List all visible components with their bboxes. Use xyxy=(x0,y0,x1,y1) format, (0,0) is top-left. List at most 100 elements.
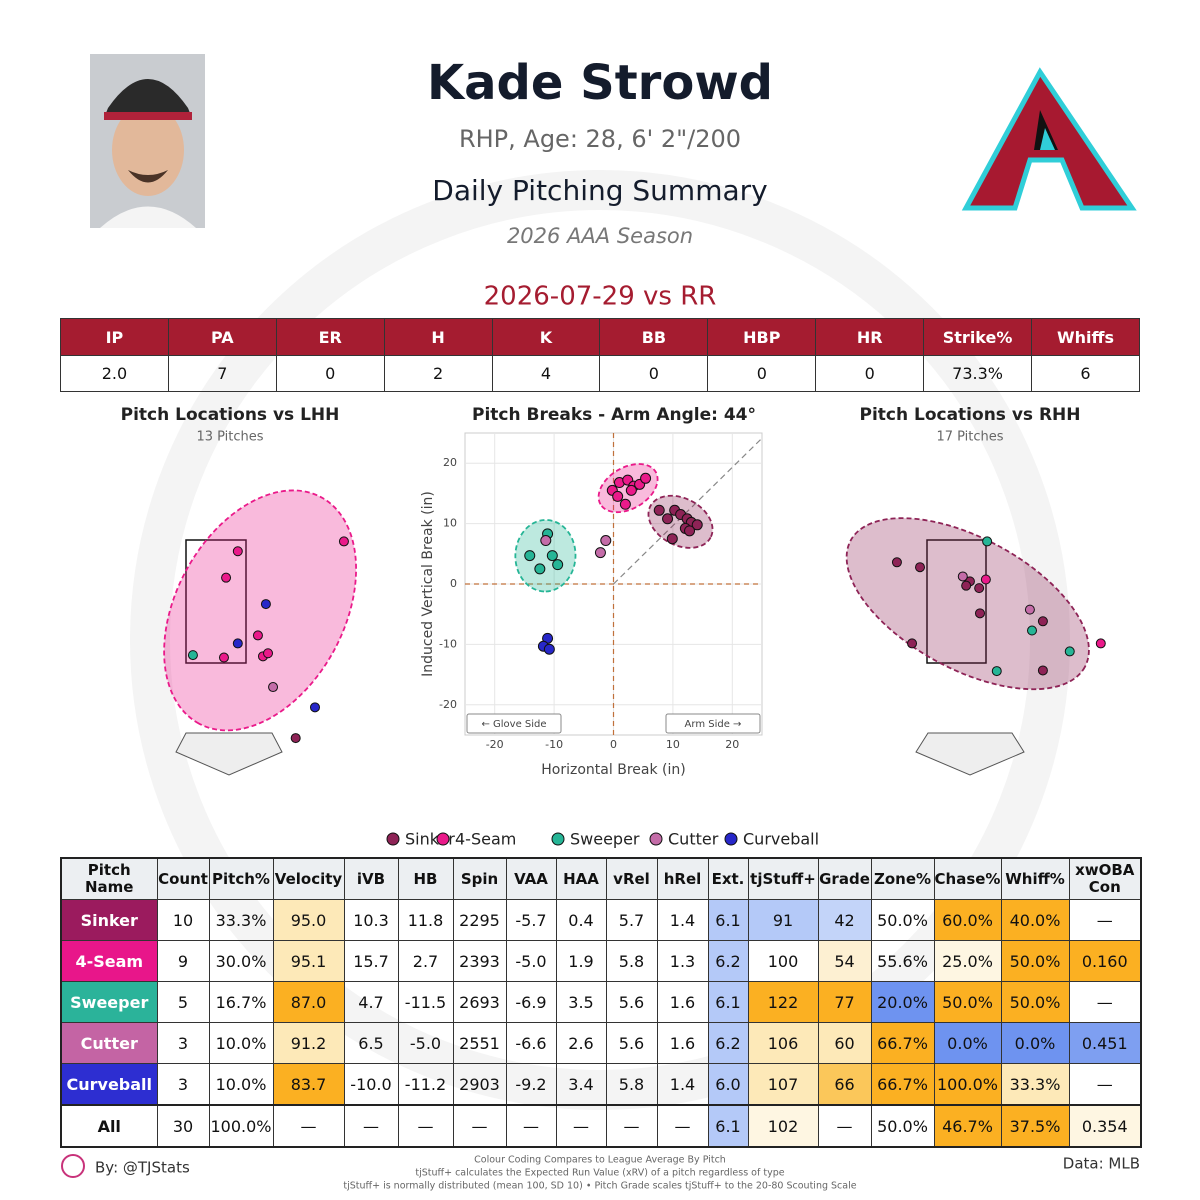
table-cell: 0 xyxy=(275,355,385,392)
pitch-point xyxy=(218,652,229,663)
table-cell: 5.8 xyxy=(605,1063,658,1106)
table-row: 2.0 7 0 2 4 0 0 0 73.3% 6 xyxy=(60,355,1140,392)
pitch-point xyxy=(534,563,546,575)
pitch-point xyxy=(268,682,279,693)
table-cell: 30.0% xyxy=(208,940,274,982)
table-cell: 6.2 xyxy=(707,940,749,982)
pitch-point xyxy=(625,484,637,496)
table-cell: 0.160 xyxy=(1068,940,1142,982)
pitch-point xyxy=(552,559,564,571)
x-axis-label: Horizontal Break (in) xyxy=(541,762,685,778)
table-cell: 1.4 xyxy=(656,899,709,941)
column-header: IP xyxy=(60,318,169,356)
table-cell: 6.1 xyxy=(707,981,749,1023)
column-header: BB xyxy=(599,318,709,356)
table-cell: 15.7 xyxy=(343,940,399,982)
table-cell: 66 xyxy=(817,1063,872,1106)
column-header: K xyxy=(491,318,601,356)
table-cell: 0.354 xyxy=(1068,1104,1142,1148)
legend-label: Cutter xyxy=(668,830,719,849)
pitch-point xyxy=(653,504,665,516)
column-header: Whiff% xyxy=(1000,857,1070,900)
table-cell: 100 xyxy=(747,940,819,982)
table-cell: 3.5 xyxy=(555,981,607,1023)
table-cell: 91.2 xyxy=(272,1022,345,1064)
pitch-point xyxy=(662,513,674,525)
pitch-point xyxy=(974,583,985,594)
pitch-point xyxy=(1024,604,1035,615)
table-cell: 0.0% xyxy=(933,1022,1002,1064)
pitch-point xyxy=(338,536,349,547)
column-header: HAA xyxy=(555,857,607,900)
x-tick-label: -10 xyxy=(545,738,563,751)
pitch-point xyxy=(619,498,631,510)
table-cell: 2.0 xyxy=(60,355,169,392)
confidence-ellipse xyxy=(514,519,577,593)
x-tick-label: 20 xyxy=(725,738,739,751)
chart-title: Pitch Breaks - Arm Angle: 44° xyxy=(472,405,756,425)
table-cell: 37.5% xyxy=(1000,1104,1070,1148)
table-cell: 33.3% xyxy=(1000,1063,1070,1106)
table-cell: 20.0% xyxy=(870,981,935,1023)
table-cell: 5 xyxy=(156,981,210,1023)
pitch-point xyxy=(1027,625,1037,636)
column-header: PA xyxy=(167,318,277,356)
table-cell: 0.4 xyxy=(555,899,607,941)
table-cell: 6.2 xyxy=(707,1022,749,1064)
table-cell: 2551 xyxy=(452,1022,507,1064)
pitch-point xyxy=(1037,616,1048,627)
pitch-point xyxy=(907,638,918,649)
confidence-ellipse xyxy=(845,517,1090,691)
side-label: Arm Side → xyxy=(685,719,742,730)
pitch-point xyxy=(263,648,274,659)
column-header: Ext. xyxy=(707,857,749,900)
table-cell: 50.0% xyxy=(870,899,935,941)
table-cell: 10.0% xyxy=(208,1022,274,1064)
table-cell: 50.0% xyxy=(933,981,1002,1023)
table-cell: 95.1 xyxy=(272,940,345,982)
chart-title: Pitch Locations vs RHH xyxy=(859,405,1080,425)
pitch-point xyxy=(546,550,558,562)
pitch-point xyxy=(612,490,624,502)
pitch-point xyxy=(309,702,320,713)
legend-label: 4-Seam xyxy=(455,830,516,849)
chart-subtitle: 17 Pitches xyxy=(936,430,1003,445)
table-cell: 2.7 xyxy=(397,940,454,982)
table-cell: 122 xyxy=(747,981,819,1023)
table-cell: 46.7% xyxy=(933,1104,1002,1148)
table-cell: 95.0 xyxy=(272,899,345,941)
strike-zone xyxy=(185,539,247,664)
pitch-point xyxy=(957,571,968,582)
table-cell: 0.0% xyxy=(1000,1022,1070,1064)
table-cell: 30 xyxy=(156,1104,210,1148)
table-cell: -6.9 xyxy=(505,981,557,1023)
data-source: Data: MLB xyxy=(1063,1155,1140,1173)
table-cell: 2295 xyxy=(452,899,507,941)
y-tick-label: 10 xyxy=(443,517,457,530)
table-cell: 3 xyxy=(156,1063,210,1106)
side-box xyxy=(665,713,761,734)
pitch-point xyxy=(1037,665,1048,676)
pitch-point xyxy=(594,547,606,559)
table-cell: 1.6 xyxy=(656,981,709,1023)
legend-swatch xyxy=(649,832,663,846)
table-cell: — xyxy=(343,1104,399,1148)
table-cell: 6.5 xyxy=(343,1022,399,1064)
table-cell: — xyxy=(1068,1063,1142,1106)
column-header: Whiffs xyxy=(1031,318,1140,356)
chart-title: Pitch Locations vs LHH xyxy=(121,405,340,425)
table-cell: — xyxy=(555,1104,607,1148)
table-cell: 54 xyxy=(817,940,872,982)
pitch-point xyxy=(1064,646,1075,657)
column-header: iVB xyxy=(343,857,399,900)
pitch-point xyxy=(666,533,678,545)
pitch-name: Sinker xyxy=(60,899,158,941)
table-cell: -5.0 xyxy=(397,1022,454,1064)
x-tick-label: -20 xyxy=(486,738,504,751)
table-row: All 30 100.0% — — — — — — — —6.1 102—50.0% 46.7% 37.5… xyxy=(60,1104,1142,1148)
headshot xyxy=(90,54,205,228)
table-cell: 10 xyxy=(156,899,210,941)
pitch-point xyxy=(232,546,243,557)
table-cell: 87.0 xyxy=(272,981,345,1023)
table-cell: -9.2 xyxy=(505,1063,557,1106)
